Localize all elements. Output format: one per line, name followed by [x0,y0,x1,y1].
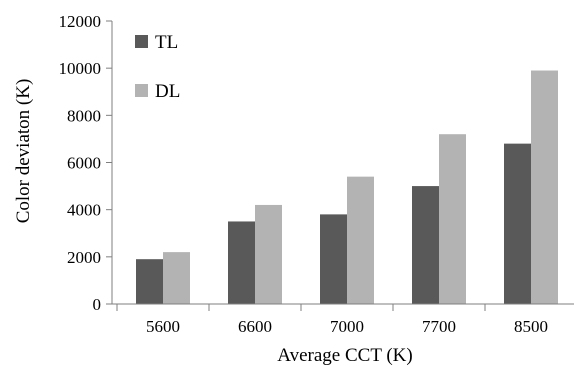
bar-tl-5600 [136,259,163,304]
y-axis-ticks: 0 2000 4000 6000 8000 10000 12000 [59,12,112,314]
y-tick-label: 0 [93,295,102,314]
legend: TL DL [135,32,180,102]
x-axis-ticks: 5600 6600 7000 7700 8500 [116,304,548,336]
y-tick-label: 6000 [67,154,101,173]
bar-dl-5600 [163,252,190,304]
x-tick-label: 7700 [422,317,456,336]
bar-tl-7000 [320,214,347,304]
bar-tl-8500 [504,143,531,304]
y-tick-label: 2000 [67,248,101,267]
bar-tl-7700 [412,186,439,304]
bar-dl-8500 [531,70,558,305]
y-tick-label: 10000 [59,59,102,78]
x-tick-label: 8500 [514,317,548,336]
y-axis-title: Color deviaton (K) [13,79,34,224]
x-tick-label: 7000 [330,317,364,336]
legend-swatch-dl [135,84,148,97]
y-tick-label: 8000 [67,106,101,125]
bar-dl-6600 [255,204,282,304]
bar-dl-7000 [347,176,374,304]
legend-swatch-tl [135,35,148,48]
bar-tl-6600 [228,221,255,304]
bar-dl-7700 [439,134,466,304]
axes [111,21,574,305]
legend-label-tl: TL [155,32,178,53]
x-tick-label: 5600 [146,317,180,336]
bars [136,70,558,305]
x-axis-title: Average CCT (K) [277,345,412,366]
x-tick-label: 6600 [238,317,272,336]
legend-label-dl: DL [155,81,180,102]
y-tick-label: 4000 [67,201,101,220]
y-tick-label: 12000 [59,12,102,31]
